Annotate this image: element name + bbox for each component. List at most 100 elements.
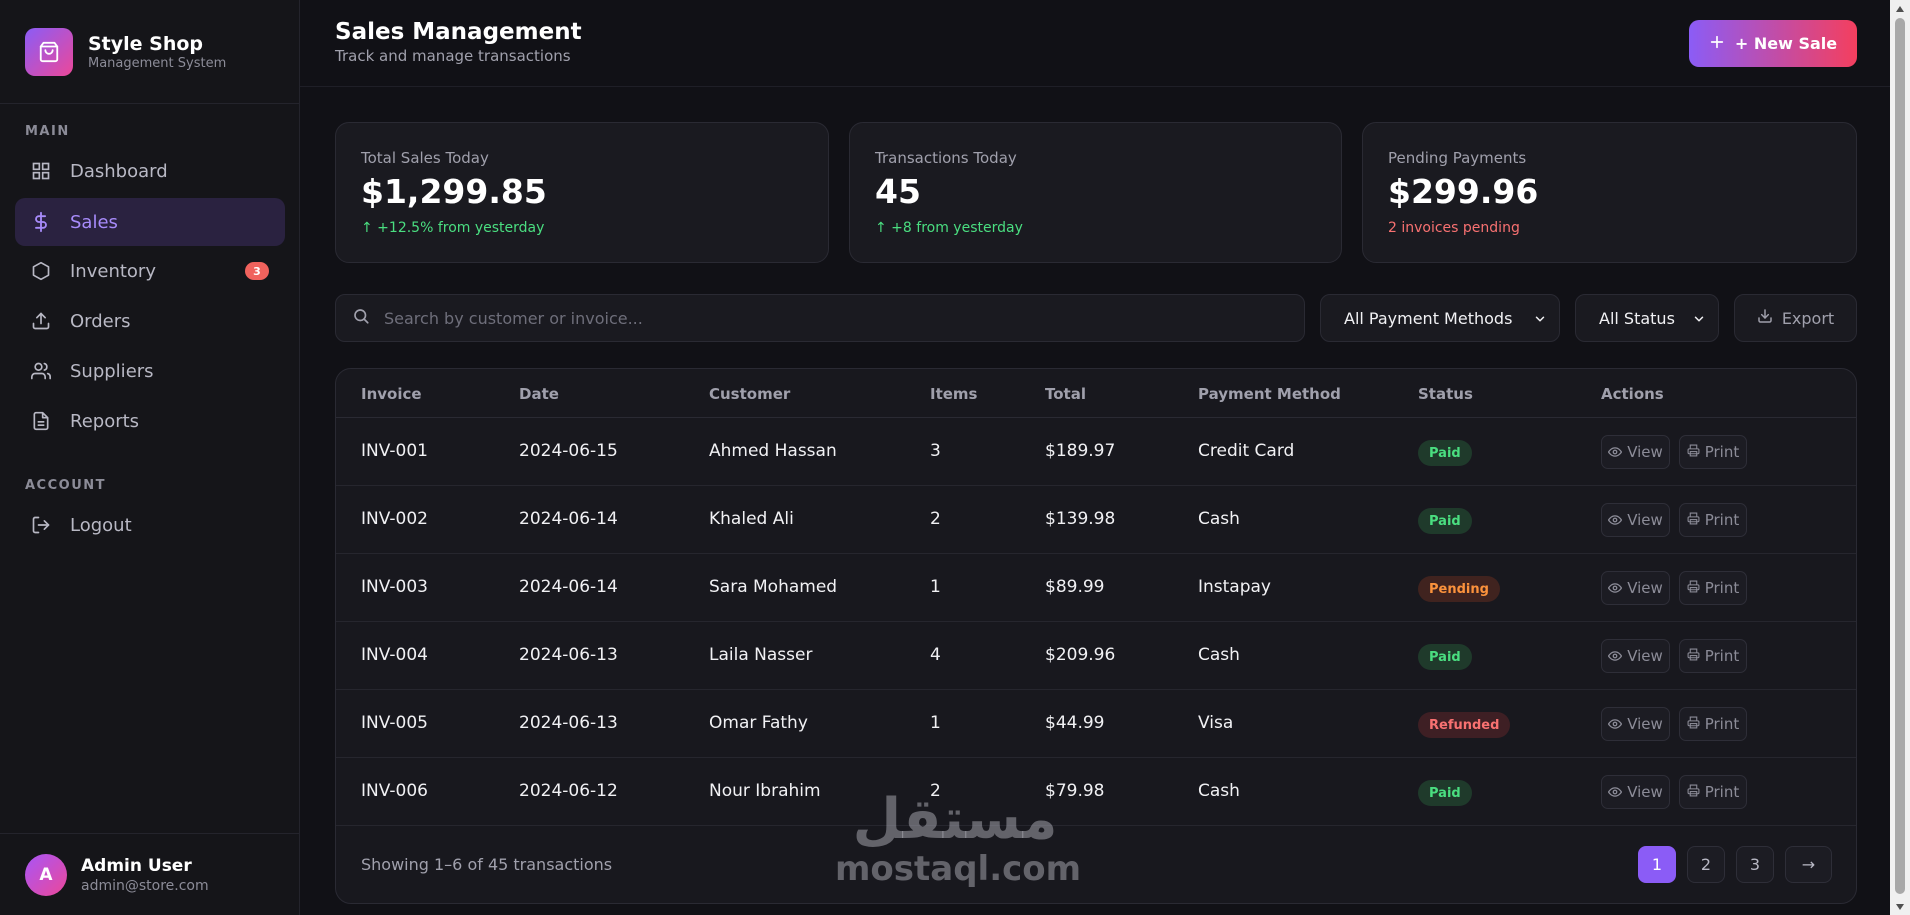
showing-count: Showing 1–6 of 45 transactions [361,855,613,874]
column-header-invoice[interactable]: Invoice [361,385,422,403]
cell-date: 2024-06-14 [519,509,618,529]
print-button[interactable]: Print [1679,571,1747,605]
sidebar-item-label: Inventory [70,260,156,282]
view-label: View [1627,579,1663,597]
cell-date: 2024-06-13 [519,645,618,665]
cell-customer: Sara Mohamed [709,577,838,597]
scroll-up-arrow-icon[interactable] [1890,0,1910,17]
upload-icon [30,310,52,332]
next-page-button[interactable]: → [1785,846,1832,883]
sidebar-item-sales[interactable]: Sales [15,198,285,246]
page-title: Sales Management [335,19,582,45]
cell-customer: Ahmed Hassan [709,441,837,461]
print-label: Print [1704,579,1740,597]
column-header-customer[interactable]: Customer [709,385,791,403]
status-badge: Pending [1418,576,1500,602]
status-badge: Paid [1418,508,1472,534]
print-label: Print [1704,511,1740,529]
stat-value: 45 [875,172,921,211]
column-header-payment-method[interactable]: Payment Method [1198,385,1341,403]
stat-note: ↑ +12.5% from yesterday [361,220,545,236]
cell-total: $189.97 [1045,441,1116,461]
cell-items: 2 [930,509,941,529]
payment-method-select[interactable]: All Payment Methods [1320,294,1560,342]
new-sale-label: + New Sale [1734,34,1838,53]
print-button[interactable]: Print [1679,639,1747,673]
document-icon [30,410,52,432]
view-button[interactable]: View [1601,639,1670,673]
page-subtitle: Track and manage transactions [335,47,571,65]
search-input[interactable] [384,308,1284,328]
search-icon [352,307,370,329]
users-icon [30,360,52,382]
stat-card-transactions: Transactions Today 45 ↑ +8 from yesterda… [849,122,1342,263]
view-label: View [1627,511,1663,529]
view-button[interactable]: View [1601,435,1670,469]
cell-payment-method: Cash [1198,645,1240,665]
print-label: Print [1704,443,1740,461]
sidebar-item-reports[interactable]: Reports [15,397,285,445]
cell-payment-method: Cash [1198,509,1240,529]
column-header-total[interactable]: Total [1045,385,1086,403]
cell-total: $44.99 [1045,713,1105,733]
vertical-scrollbar[interactable] [1890,0,1910,915]
view-button[interactable]: View [1601,571,1670,605]
sidebar-item-dashboard[interactable]: Dashboard [15,147,285,195]
sidebar-item-suppliers[interactable]: Suppliers [15,347,285,395]
column-header-date[interactable]: Date [519,385,559,403]
new-sale-button[interactable]: + New Sale [1689,20,1857,67]
column-header-items[interactable]: Items [930,385,978,403]
page-button-1[interactable]: 1 [1638,846,1676,883]
page-button-3[interactable]: 3 [1736,846,1774,883]
cell-invoice: INV-005 [361,713,428,733]
cell-items: 1 [930,713,941,733]
sidebar-item-orders[interactable]: Orders [15,297,285,345]
printer-icon [1687,443,1700,461]
sidebar-item-label: Suppliers [70,360,154,382]
view-button[interactable]: View [1601,775,1670,809]
table-row[interactable]: INV-002 2024-06-14 Khaled Ali 2 $139.98 Cash P… [336,486,1856,554]
table-row[interactable]: INV-004 2024-06-13 Laila Nasser 4 $209.96 Cas… [336,622,1856,690]
page-button-2[interactable]: 2 [1687,846,1725,883]
table-row[interactable]: INV-006 2024-06-12 Nour Ibrahim 2 $79.98 Cash… [336,758,1856,826]
print-button[interactable]: Print [1679,775,1747,809]
column-header-status[interactable]: Status [1418,385,1473,403]
stat-note: ↑ +8 from yesterday [875,220,1023,236]
cell-invoice: INV-006 [361,781,428,801]
brand[interactable]: Style Shop Management System [0,0,299,104]
view-button[interactable]: View [1601,707,1670,741]
print-button[interactable]: Print [1679,707,1747,741]
scroll-down-arrow-icon[interactable] [1890,898,1910,915]
sidebar-item-label: Dashboard [70,160,168,182]
sidebar-item-inventory[interactable]: Inventory 3 [15,247,285,295]
status-value: All Status [1599,308,1675,328]
cell-customer: Nour Ibrahim [709,781,821,801]
stat-note: 2 invoices pending [1388,220,1520,236]
user-email: admin@store.com [81,877,209,894]
payment-method-value: All Payment Methods [1344,308,1513,328]
user-name: Admin User [81,855,192,876]
inventory-count-badge: 3 [245,262,269,280]
scrollbar-thumb[interactable] [1895,18,1905,894]
cell-total: $89.99 [1045,577,1105,597]
export-button[interactable]: Export [1734,294,1857,342]
cell-items: 3 [930,441,941,461]
print-button[interactable]: Print [1679,503,1747,537]
stat-value: $299.96 [1388,172,1539,211]
cell-items: 1 [930,577,941,597]
table-row[interactable]: INV-003 2024-06-14 Sara Mohamed 1 $89.99 Inst… [336,554,1856,622]
search-box[interactable] [335,294,1305,342]
logout-button[interactable]: Logout [15,501,285,549]
table-row[interactable]: INV-005 2024-06-13 Omar Fathy 1 $44.99 Visa Re… [336,690,1856,758]
cell-date: 2024-06-13 [519,713,618,733]
table-row[interactable]: INV-001 2024-06-15 Ahmed Hassan 3 $189.97 Cre… [336,418,1856,486]
eye-icon [1608,443,1623,461]
user-profile[interactable]: A Admin User admin@store.com [0,833,300,915]
view-button[interactable]: View [1601,503,1670,537]
status-select[interactable]: All Status [1575,294,1719,342]
status-badge: Paid [1418,440,1472,466]
cell-payment-method: Instapay [1198,577,1271,597]
page-header: Sales Management Track and manage transa… [300,0,1890,87]
cell-items: 2 [930,781,941,801]
print-button[interactable]: Print [1679,435,1747,469]
